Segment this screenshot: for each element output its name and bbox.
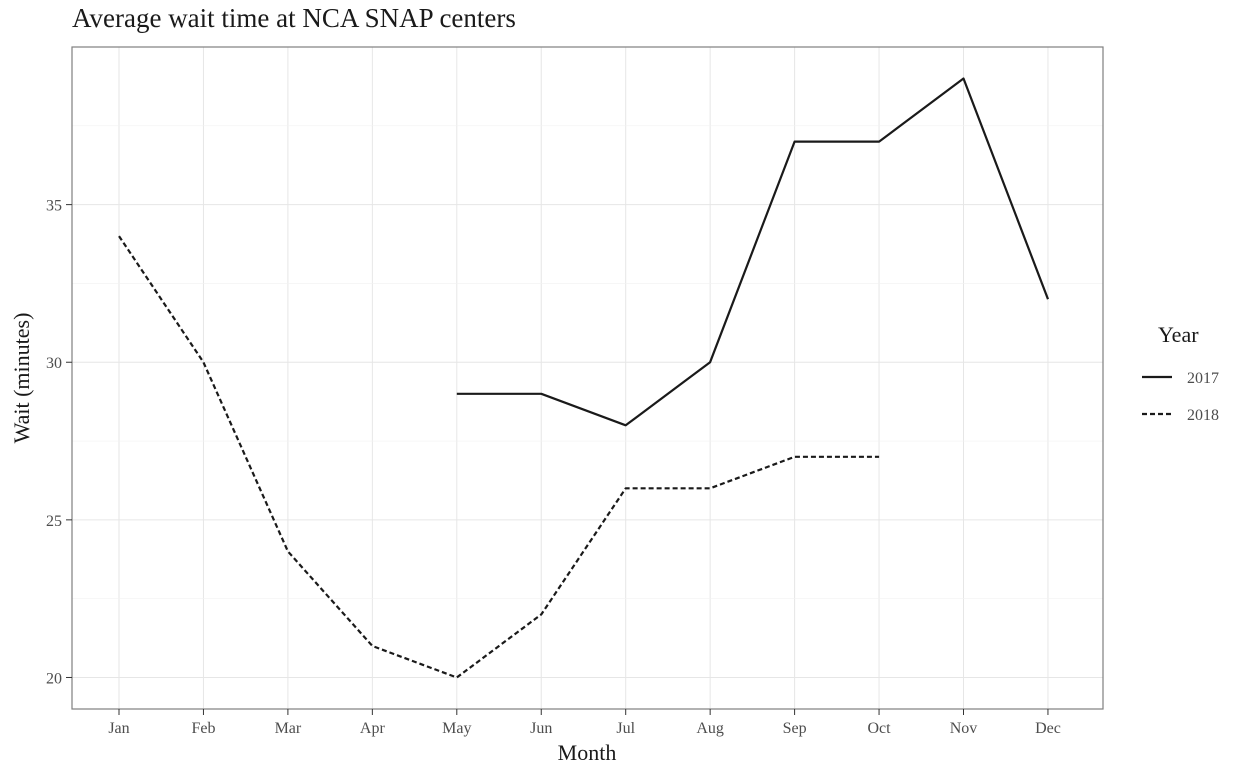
x-tick-label: Nov <box>950 720 978 737</box>
series-line-2018 <box>118 235 880 679</box>
y-tick-label: 25 <box>46 513 62 530</box>
x-tick-label: Aug <box>696 720 724 737</box>
legend-items: 2017 2018 <box>1142 370 1219 424</box>
plot-panel-border <box>71 46 1104 710</box>
grid-lines <box>72 47 1103 709</box>
legend-title: Year <box>1158 322 1199 347</box>
x-axis-ticks: Jan Feb Mar Apr May Jun Jul Aug Sep Oct Nov Dec <box>108 709 1061 737</box>
x-tick-label: Jan <box>108 720 129 737</box>
x-tick-label: Jun <box>530 720 552 737</box>
x-tick-label: Feb <box>191 720 215 737</box>
y-tick-label: 30 <box>46 355 62 372</box>
y-tick-label: 35 <box>46 198 62 215</box>
x-tick-label: May <box>442 720 471 737</box>
chart-title: Average wait time at NCA SNAP centers <box>72 3 516 33</box>
y-axis-ticks: 20 25 30 35 <box>46 198 72 687</box>
x-tick-label: Jul <box>616 720 635 737</box>
x-tick-label: Sep <box>783 720 807 737</box>
x-tick-label: Dec <box>1035 720 1061 737</box>
y-tick-label: 20 <box>46 670 62 687</box>
y-axis-title: Wait (minutes) <box>9 313 34 444</box>
legend-label-2018: 2018 <box>1187 407 1219 424</box>
x-axis-title: Month <box>558 740 617 765</box>
legend-label-2017: 2017 <box>1187 370 1219 387</box>
legend: Year 2017 2018 <box>1142 322 1219 424</box>
series-lines <box>118 77 1050 679</box>
x-tick-label: Oct <box>867 720 891 737</box>
series-line-2017 <box>456 77 1050 427</box>
x-tick-label: Apr <box>360 720 386 737</box>
x-tick-label: Mar <box>275 720 302 737</box>
